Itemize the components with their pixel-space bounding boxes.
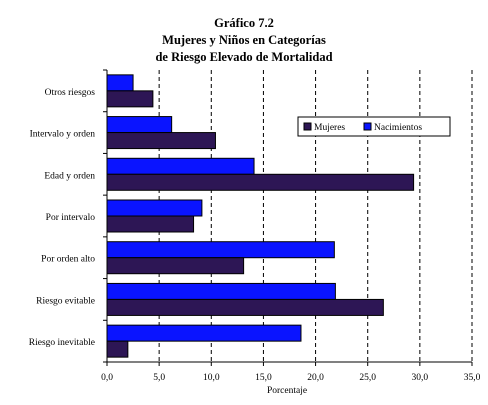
x-tick-label: 35,0: [464, 373, 481, 383]
chart-title-line-1: Gráfico 7.2: [214, 16, 274, 30]
legend-swatch-mujeres: [303, 122, 312, 131]
legend-box: [297, 116, 451, 137]
bar-nacimientos: [106, 282, 336, 300]
bar-mujeres: [106, 340, 129, 358]
legend-label-mujeres: Mujeres: [314, 123, 345, 133]
x-tick-label: 0,0: [101, 373, 113, 383]
category-label: Otros riesgos: [45, 88, 96, 98]
x-tick-label: 15,0: [255, 373, 272, 383]
bar-mujeres: [106, 90, 154, 108]
bars: [106, 74, 415, 358]
bar-mujeres: [106, 173, 415, 191]
bar-nacimientos: [106, 199, 203, 217]
x-tick-label: 25,0: [359, 373, 376, 383]
category-label: Por intervalo: [46, 213, 96, 223]
x-tick-label: 5,0: [153, 373, 165, 383]
chart-title-line-3: de Riesgo Elevado de Mortalidad: [155, 50, 333, 64]
bar-mujeres: [106, 215, 195, 233]
bar-nacimientos: [106, 324, 302, 342]
category-label: Riesgo evitable: [36, 296, 95, 306]
legend: Mujeres Nacimientos: [297, 116, 451, 137]
chart-title-line-2: Mujeres y Niños en Categorías: [162, 33, 326, 47]
x-tick-label: 30,0: [412, 373, 429, 383]
bar-mujeres: [106, 132, 216, 150]
bar-nacimientos: [106, 241, 335, 259]
bar-nacimientos: [106, 157, 255, 175]
tick-labels: 0,0 5,0 10,0 15,0 20,0 25,0 30,0 35,0 Otros ries…: [29, 88, 481, 383]
grid-lines: [158, 70, 473, 362]
category-label: Riesgo inevitable: [29, 338, 95, 348]
legend-label-nacimientos: Nacimientos: [374, 123, 422, 133]
legend-swatch-nacimientos: [363, 122, 372, 131]
bar-mujeres: [106, 298, 384, 316]
category-label: Edad y orden: [44, 171, 95, 181]
bar-mujeres: [106, 257, 245, 275]
bar-nacimientos: [106, 116, 173, 134]
x-tick-label: 10,0: [203, 373, 220, 383]
category-label: Por orden alto: [41, 255, 95, 265]
x-axis-label: Porcentaje: [267, 386, 307, 396]
x-tick-label: 20,0: [307, 373, 324, 383]
category-label: Intervalo y orden: [30, 130, 96, 140]
axes: [103, 69, 473, 366]
bar-nacimientos: [106, 74, 134, 92]
